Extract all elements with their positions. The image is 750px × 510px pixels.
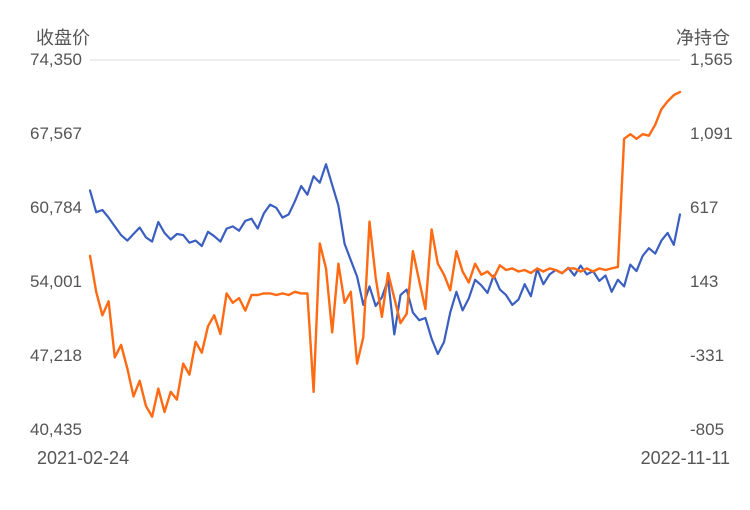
right-tick-label: 1,565 <box>690 50 733 70</box>
chart-container: 收盘价 净持仓 40,43547,21854,00160,78467,56774… <box>0 0 750 510</box>
chart-svg <box>0 0 750 510</box>
series-net-position <box>90 92 680 417</box>
x-axis-end-label: 2022-11-11 <box>641 448 730 469</box>
left-tick-label: 74,350 <box>30 50 82 70</box>
right-tick-label: -805 <box>690 420 724 440</box>
left-tick-label: 54,001 <box>30 272 82 292</box>
left-tick-label: 60,784 <box>30 198 82 218</box>
right-tick-label: -331 <box>690 346 724 366</box>
left-tick-label: 40,435 <box>30 420 82 440</box>
right-tick-label: 143 <box>690 272 718 292</box>
left-tick-label: 67,567 <box>30 124 82 144</box>
right-tick-label: 1,091 <box>690 124 733 144</box>
left-tick-label: 47,218 <box>30 346 82 366</box>
series-close-price <box>90 164 680 354</box>
right-tick-label: 617 <box>690 198 718 218</box>
x-axis-start-label: 2021-02-24 <box>37 448 129 469</box>
